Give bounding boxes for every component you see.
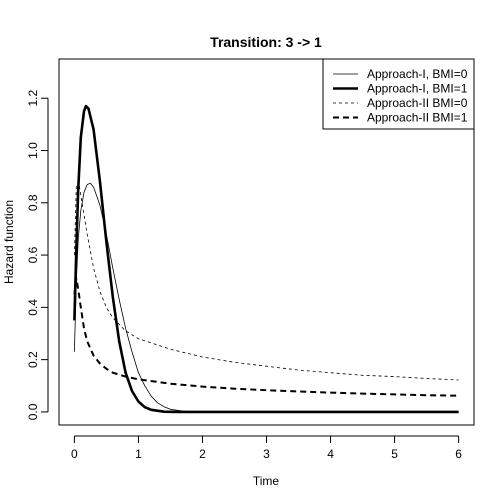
legend-label-1: Approach-I, BMI=0 (367, 67, 468, 81)
series-line-3 (74, 181, 459, 381)
chart-title: Transition: 3 -> 1 (210, 34, 322, 50)
legend-label-2: Approach-I, BMI=1 (367, 82, 468, 96)
y-tick-label: 0.0 (26, 403, 40, 420)
y-tick-label: 0.4 (26, 299, 40, 316)
plot-frame (58, 58, 475, 426)
x-tick-label: 2 (199, 447, 206, 461)
x-axis: 0 1 2 3 4 5 6 (71, 435, 462, 461)
x-axis-label: Time (253, 474, 280, 488)
x-tick-label: 5 (391, 447, 398, 461)
y-tick-label: 0.2 (26, 351, 40, 368)
series-line-2 (73, 104, 459, 414)
x-tick-label: 0 (71, 447, 78, 461)
x-tick-label: 6 (455, 447, 462, 461)
x-tick-label: 1 (135, 447, 142, 461)
y-tick-label: 1.2 (26, 90, 40, 107)
legend-label-4: Approach-II BMI=1 (367, 111, 468, 125)
legend-label-3: Approach-II BMI=0 (367, 96, 468, 110)
y-tick-label: 0.6 (26, 246, 40, 263)
y-tick-label: 1.0 (26, 142, 40, 159)
y-axis-label: Hazard function (2, 200, 16, 284)
x-tick-label: 4 (327, 447, 334, 461)
x-tick-label: 3 (263, 447, 270, 461)
y-axis: 0.0 0.2 0.4 0.6 0.8 1.0 1.2 (26, 90, 49, 420)
series-layer (73, 104, 459, 414)
series-line-4 (73, 277, 459, 397)
y-tick-label: 0.8 (26, 194, 40, 211)
